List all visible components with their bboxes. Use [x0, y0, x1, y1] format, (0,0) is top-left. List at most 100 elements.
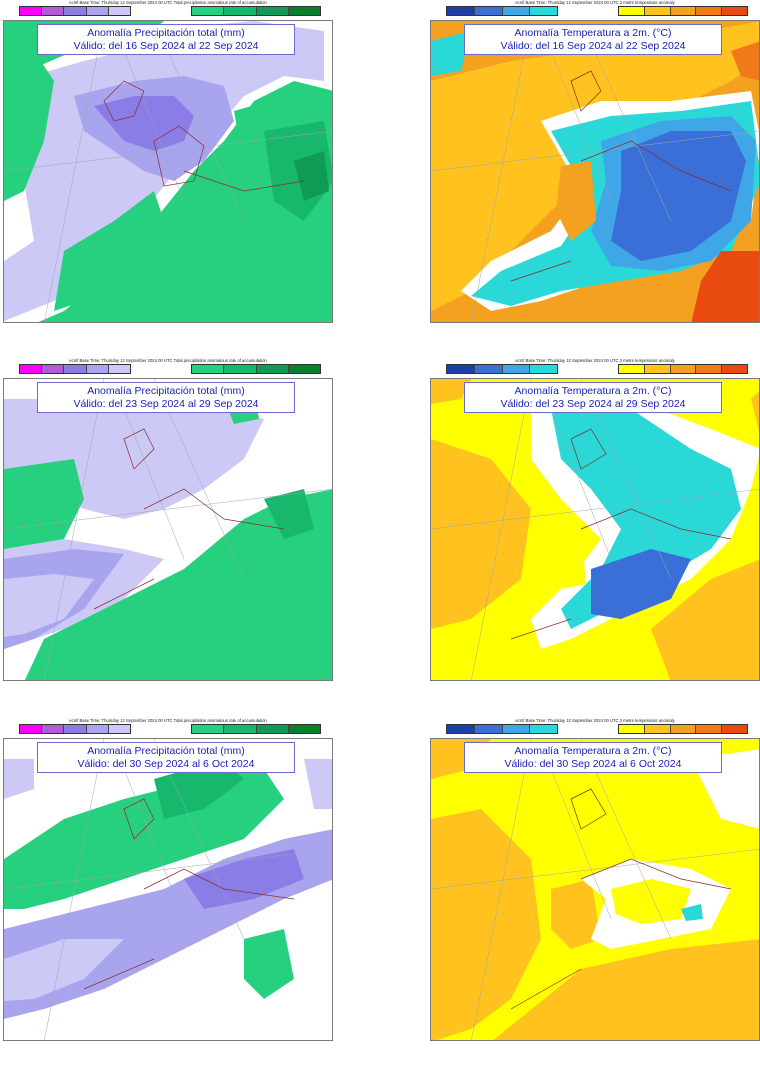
- precip-map: [3, 738, 333, 1041]
- colorbar-swatch: [288, 365, 320, 373]
- base-time-label: ecmf Base Time: Thursday 12 September 20…: [515, 0, 675, 5]
- map-title: Anomalía Temperatura a 2m. (°C): [514, 27, 672, 39]
- colorbar-swatch: [256, 725, 289, 733]
- colorbar-swatch: [670, 365, 697, 373]
- base-time-label: ecmf Base Time: Thursday 12 September 20…: [69, 0, 267, 5]
- map-title: Anomalía Temperatura a 2m. (°C): [514, 745, 672, 757]
- colorbar-swatch: [42, 725, 65, 733]
- colorbar-swatch: [502, 7, 531, 15]
- colorbar-swatch: [108, 7, 131, 15]
- temp-panel-week3: ecmf Base Time: Thursday 12 September 20…: [430, 718, 760, 1043]
- colorbar-swatch: [20, 7, 43, 15]
- colorbar-swatch: [108, 725, 131, 733]
- colorbar-swatch: [474, 365, 503, 373]
- valid-period: Válido: del 30 Sep 2024 al 6 Oct 2024: [77, 758, 255, 770]
- colorbar-swatch: [192, 365, 225, 373]
- map-title-box: Anomalía Temperatura a 2m. (°C) Válido: …: [464, 24, 722, 55]
- colorbar-swatch: [502, 725, 531, 733]
- colorbar-swatch: [474, 725, 503, 733]
- map-title: Anomalía Precipitación total (mm): [87, 27, 245, 39]
- map-title: Anomalía Temperatura a 2m. (°C): [514, 385, 672, 397]
- colorbar-swatch: [530, 365, 557, 373]
- colorbar-swatch: [670, 725, 697, 733]
- colorbar-header: ecmf Base Time: Thursday 12 September 20…: [3, 358, 333, 378]
- map-title: Anomalía Precipitación total (mm): [87, 745, 245, 757]
- map-title-box: Anomalía Temperatura a 2m. (°C) Válido: …: [464, 742, 722, 773]
- valid-period: Válido: del 16 Sep 2024 al 22 Sep 2024: [500, 40, 686, 52]
- colorbar-swatch: [474, 7, 503, 15]
- colorbar-swatch: [64, 7, 87, 15]
- temp-colorbar-negative: [446, 6, 558, 16]
- valid-period: Válido: del 30 Sep 2024 al 6 Oct 2024: [504, 758, 682, 770]
- temp-colorbar-positive: [618, 6, 748, 16]
- colorbar-swatch: [86, 7, 109, 15]
- colorbar-swatch: [256, 7, 289, 15]
- colorbar-swatch: [722, 725, 747, 733]
- base-time-label: ecmf Base Time: Thursday 12 September 20…: [69, 358, 267, 363]
- colorbar-swatch: [447, 725, 475, 733]
- colorbar-swatch: [86, 365, 109, 373]
- colorbar-header: ecmf Base Time: Thursday 12 September 20…: [430, 358, 760, 378]
- base-time-label: ecmf Base Time: Thursday 12 September 20…: [69, 718, 267, 723]
- precip-map: [3, 20, 333, 323]
- colorbar-header: ecmf Base Time: Thursday 12 September 20…: [430, 0, 760, 20]
- colorbar-swatch: [224, 725, 257, 733]
- colorbar-swatch: [644, 725, 671, 733]
- precip-map: [3, 378, 333, 681]
- map-title-box: Anomalía Precipitación total (mm) Válido…: [37, 382, 295, 413]
- base-time-label: ecmf Base Time: Thursday 12 September 20…: [515, 358, 675, 363]
- colorbar-swatch: [619, 365, 645, 373]
- precip-colorbar-negative: [19, 724, 131, 734]
- colorbar-swatch: [288, 7, 320, 15]
- colorbar-swatch: [502, 365, 531, 373]
- colorbar-swatch: [696, 365, 723, 373]
- colorbar-swatch: [42, 7, 65, 15]
- temp-colorbar-negative: [446, 724, 558, 734]
- precip-colorbar-positive: [191, 364, 321, 374]
- colorbar-swatch: [619, 7, 645, 15]
- colorbar-swatch: [696, 7, 723, 15]
- colorbar-swatch: [722, 365, 747, 373]
- colorbar-swatch: [20, 365, 43, 373]
- map-title-box: Anomalía Precipitación total (mm) Válido…: [37, 24, 295, 55]
- colorbar-swatch: [696, 725, 723, 733]
- temp-map: [430, 20, 760, 323]
- colorbar-swatch: [42, 365, 65, 373]
- colorbar-swatch: [86, 725, 109, 733]
- base-time-label: ecmf Base Time: Thursday 12 September 20…: [515, 718, 675, 723]
- colorbar-swatch: [224, 7, 257, 15]
- temp-map: [430, 738, 760, 1041]
- temp-map: [430, 378, 760, 681]
- colorbar-swatch: [722, 7, 747, 15]
- map-title: Anomalía Precipitación total (mm): [87, 385, 245, 397]
- temp-colorbar-positive: [618, 364, 748, 374]
- map-title-box: Anomalía Temperatura a 2m. (°C) Válido: …: [464, 382, 722, 413]
- colorbar-header: ecmf Base Time: Thursday 12 September 20…: [3, 0, 333, 20]
- temp-colorbar-negative: [446, 364, 558, 374]
- precip-colorbar-negative: [19, 364, 131, 374]
- colorbar-swatch: [288, 725, 320, 733]
- colorbar-header: ecmf Base Time: Thursday 12 September 20…: [430, 718, 760, 738]
- colorbar-swatch: [108, 365, 131, 373]
- colorbar-swatch: [447, 365, 475, 373]
- colorbar-swatch: [64, 725, 87, 733]
- precip-colorbar-positive: [191, 6, 321, 16]
- colorbar-header: ecmf Base Time: Thursday 12 September 20…: [3, 718, 333, 738]
- colorbar-swatch: [20, 725, 43, 733]
- precip-colorbar-negative: [19, 6, 131, 16]
- colorbar-swatch: [447, 7, 475, 15]
- temp-panel-week2: ecmf Base Time: Thursday 12 September 20…: [430, 358, 760, 683]
- colorbar-swatch: [192, 7, 225, 15]
- colorbar-swatch: [530, 725, 557, 733]
- valid-period: Válido: del 23 Sep 2024 al 29 Sep 2024: [500, 398, 686, 410]
- precip-panel-week3: ecmf Base Time: Thursday 12 September 20…: [3, 718, 333, 1043]
- valid-period: Válido: del 16 Sep 2024 al 22 Sep 2024: [73, 40, 259, 52]
- colorbar-swatch: [192, 725, 225, 733]
- valid-period: Válido: del 23 Sep 2024 al 29 Sep 2024: [73, 398, 259, 410]
- temp-colorbar-positive: [618, 724, 748, 734]
- colorbar-swatch: [530, 7, 557, 15]
- colorbar-swatch: [224, 365, 257, 373]
- colorbar-swatch: [619, 725, 645, 733]
- map-title-box: Anomalía Precipitación total (mm) Válido…: [37, 742, 295, 773]
- colorbar-swatch: [644, 365, 671, 373]
